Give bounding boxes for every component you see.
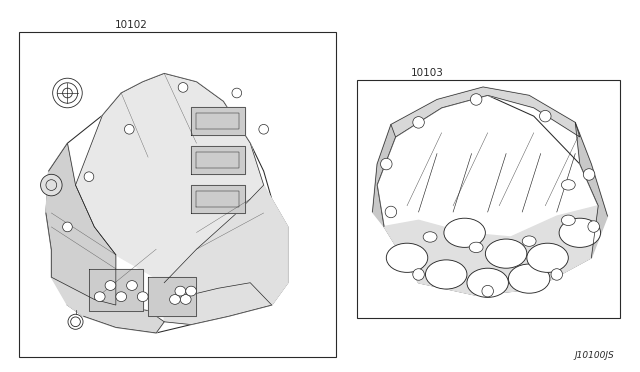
Text: J10100JS: J10100JS (575, 351, 614, 360)
Ellipse shape (469, 242, 483, 253)
Circle shape (551, 269, 563, 280)
Ellipse shape (387, 243, 428, 272)
Circle shape (588, 221, 600, 232)
Polygon shape (84, 299, 164, 333)
Circle shape (583, 169, 595, 180)
Polygon shape (76, 74, 264, 283)
Ellipse shape (426, 260, 467, 289)
Ellipse shape (508, 264, 550, 293)
Circle shape (84, 172, 94, 182)
Ellipse shape (180, 295, 191, 304)
Polygon shape (46, 143, 116, 305)
Polygon shape (148, 277, 196, 316)
Ellipse shape (138, 292, 148, 302)
Circle shape (381, 158, 392, 170)
Polygon shape (372, 125, 396, 227)
Polygon shape (51, 249, 164, 333)
Polygon shape (191, 107, 245, 135)
Ellipse shape (561, 180, 575, 190)
Circle shape (482, 285, 493, 297)
Circle shape (178, 83, 188, 92)
Ellipse shape (467, 268, 508, 297)
Circle shape (63, 88, 72, 98)
Ellipse shape (444, 218, 485, 247)
Polygon shape (89, 269, 143, 311)
Ellipse shape (116, 292, 127, 302)
Ellipse shape (186, 286, 196, 296)
Circle shape (413, 269, 424, 280)
Circle shape (540, 110, 551, 122)
Circle shape (232, 88, 242, 98)
Circle shape (470, 94, 482, 105)
Ellipse shape (485, 239, 527, 268)
Ellipse shape (423, 232, 437, 242)
Circle shape (259, 124, 269, 134)
Polygon shape (191, 146, 245, 174)
Polygon shape (46, 74, 288, 333)
Polygon shape (164, 185, 288, 322)
Ellipse shape (127, 280, 138, 291)
Ellipse shape (94, 292, 105, 302)
Ellipse shape (175, 286, 186, 296)
Circle shape (124, 124, 134, 134)
Polygon shape (191, 185, 245, 213)
Polygon shape (384, 206, 598, 295)
Circle shape (40, 174, 62, 196)
Bar (19, 32, 336, 357)
Polygon shape (575, 122, 607, 258)
Polygon shape (391, 87, 580, 137)
Ellipse shape (561, 215, 575, 225)
Bar (357, 80, 620, 318)
Ellipse shape (170, 295, 180, 304)
Text: 10102: 10102 (115, 20, 148, 30)
Circle shape (385, 206, 397, 218)
Polygon shape (164, 283, 272, 324)
Ellipse shape (559, 218, 600, 247)
Ellipse shape (105, 280, 116, 291)
Text: 10103: 10103 (411, 68, 444, 78)
Ellipse shape (527, 243, 568, 272)
Circle shape (413, 117, 424, 128)
Circle shape (63, 222, 72, 232)
Ellipse shape (522, 236, 536, 246)
Polygon shape (377, 95, 598, 295)
